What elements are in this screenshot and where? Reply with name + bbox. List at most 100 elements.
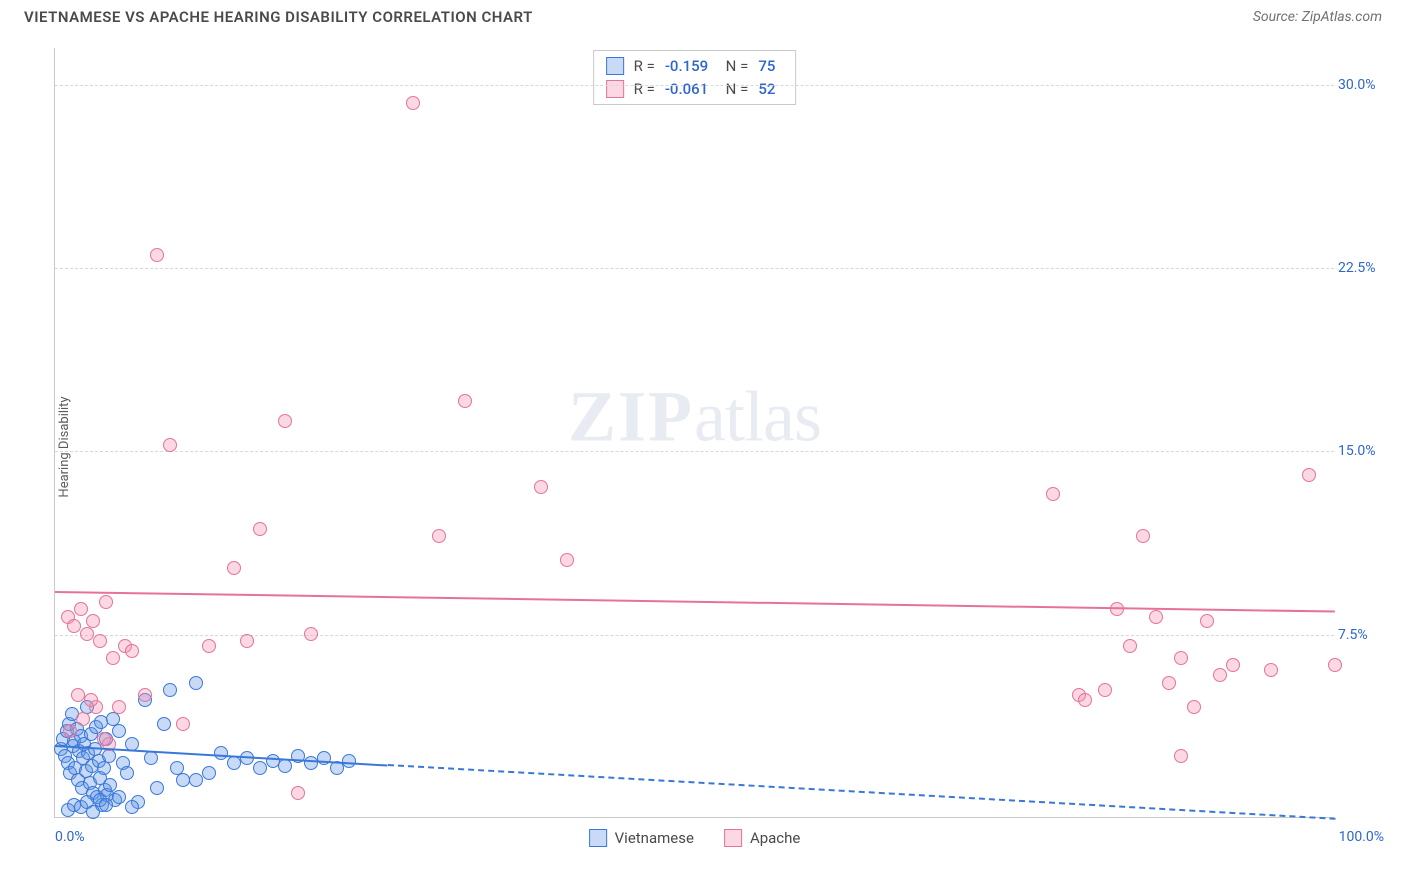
data-point: [76, 712, 90, 726]
data-point: [1174, 651, 1188, 665]
data-point: [176, 717, 190, 731]
data-point: [406, 96, 420, 110]
y-tick-label: 15.0%: [1338, 443, 1388, 459]
legend-item: Vietnamese: [589, 829, 694, 847]
data-point: [86, 614, 100, 628]
data-point: [432, 529, 446, 543]
data-point: [138, 688, 152, 702]
y-tick-label: 7.5%: [1338, 627, 1388, 643]
data-point: [1123, 639, 1137, 653]
r-value: -0.061: [665, 78, 708, 101]
legend-swatch: [589, 829, 607, 847]
data-point: [80, 627, 94, 641]
data-point: [1226, 658, 1240, 672]
data-point: [99, 595, 113, 609]
source-label: Source: ZipAtlas.com: [1253, 9, 1382, 25]
data-point: [1213, 668, 1227, 682]
data-point: [67, 619, 81, 633]
data-point: [534, 480, 548, 494]
data-point: [163, 438, 177, 452]
data-point: [1200, 614, 1214, 628]
stat-label: R =: [634, 78, 655, 101]
legend-swatch: [606, 80, 624, 98]
x-legend: Vietnamese Apache: [589, 829, 801, 847]
data-point: [157, 717, 171, 731]
data-point: [1098, 683, 1112, 697]
data-point: [1174, 749, 1188, 763]
chart-title: VIETNAMESE VS APACHE HEARING DISABILITY …: [24, 8, 533, 26]
n-value: 75: [758, 55, 775, 78]
data-point: [97, 761, 111, 775]
data-point: [144, 751, 158, 765]
data-point: [120, 766, 134, 780]
data-point: [1328, 658, 1342, 672]
legend-swatch: [724, 829, 742, 847]
data-point: [1162, 676, 1176, 690]
data-point: [1264, 663, 1278, 677]
stat-label: R =: [634, 55, 655, 78]
legend-item: Apache: [724, 829, 800, 847]
data-point: [304, 627, 318, 641]
data-point: [125, 800, 139, 814]
n-value: 52: [758, 78, 775, 101]
stats-box: R = -0.159 N = 75R = -0.061 N = 52: [593, 50, 797, 105]
stat-label: N =: [718, 55, 748, 78]
r-value: -0.159: [665, 55, 708, 78]
data-point: [189, 773, 203, 787]
data-point: [150, 248, 164, 262]
plot-container: Hearing Disability ZIPatlas R = -0.159 N…: [54, 48, 1384, 846]
data-point: [150, 781, 164, 795]
legend-swatch: [606, 57, 624, 75]
data-point: [1149, 610, 1163, 624]
data-point: [1187, 700, 1201, 714]
x-tick-label: 100.0%: [1339, 829, 1384, 845]
legend-label: Apache: [750, 829, 800, 847]
data-point: [74, 602, 88, 616]
data-point: [291, 786, 305, 800]
gridline: [55, 85, 1334, 86]
data-point: [1078, 693, 1092, 707]
data-point: [86, 805, 100, 819]
data-point: [63, 724, 77, 738]
watermark: ZIPatlas: [568, 376, 821, 459]
data-point: [112, 700, 126, 714]
data-point: [112, 790, 126, 804]
data-point: [1046, 487, 1060, 501]
data-point: [253, 761, 267, 775]
data-point: [112, 724, 126, 738]
data-point: [1136, 529, 1150, 543]
stats-row: R = -0.061 N = 52: [606, 78, 776, 101]
trend-line: [388, 764, 1335, 820]
data-point: [278, 414, 292, 428]
plot-area: ZIPatlas R = -0.159 N = 75R = -0.061 N =…: [54, 48, 1334, 818]
data-point: [163, 683, 177, 697]
y-tick-label: 30.0%: [1338, 77, 1388, 93]
data-point: [189, 676, 203, 690]
data-point: [342, 754, 356, 768]
gridline: [55, 268, 1334, 269]
data-point: [214, 746, 228, 760]
data-point: [102, 749, 116, 763]
stat-label: N =: [718, 78, 748, 101]
stats-row: R = -0.159 N = 75: [606, 55, 776, 78]
x-tick-label: 0.0%: [55, 829, 85, 845]
data-point: [84, 693, 98, 707]
data-point: [227, 561, 241, 575]
data-point: [97, 732, 111, 746]
data-point: [202, 766, 216, 780]
data-point: [240, 634, 254, 648]
data-point: [106, 651, 120, 665]
data-point: [93, 634, 107, 648]
gridline: [55, 451, 1334, 452]
trend-line: [55, 591, 1335, 613]
data-point: [253, 522, 267, 536]
data-point: [202, 639, 216, 653]
data-point: [99, 798, 113, 812]
data-point: [125, 644, 139, 658]
data-point: [458, 394, 472, 408]
y-tick-label: 22.5%: [1338, 260, 1388, 276]
data-point: [103, 778, 117, 792]
data-point: [317, 751, 331, 765]
data-point: [1302, 468, 1316, 482]
legend-label: Vietnamese: [615, 829, 694, 847]
